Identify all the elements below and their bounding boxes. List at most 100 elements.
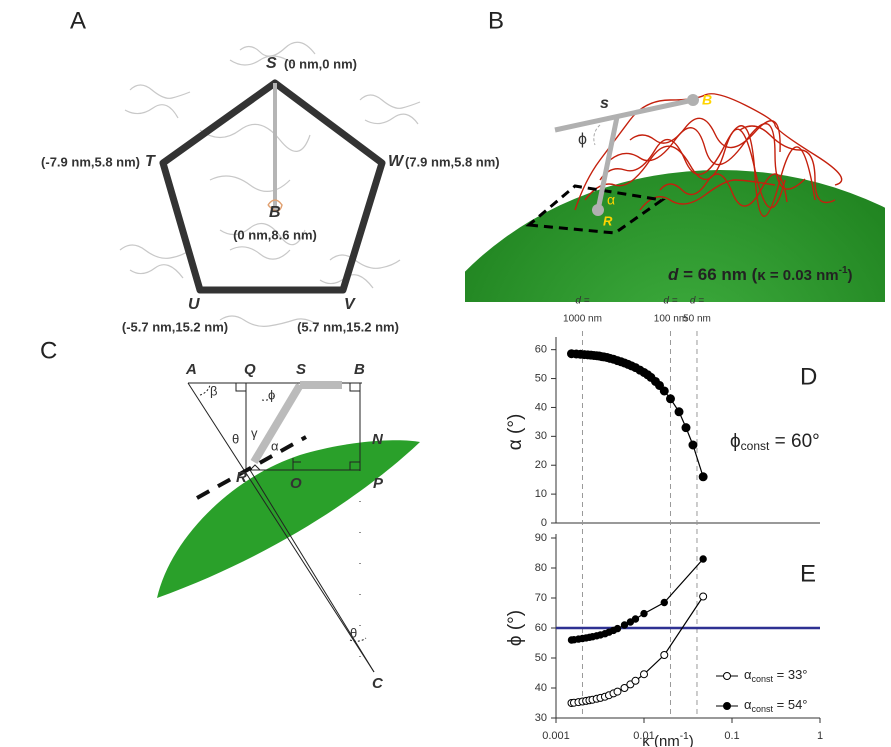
- data-point: [666, 395, 674, 403]
- angle-label: γ: [251, 425, 258, 440]
- caption-part: = 66 nm (: [678, 265, 757, 284]
- annotation-part: const: [741, 439, 770, 453]
- point-label: A: [185, 361, 197, 378]
- vertex-label: V: [344, 296, 356, 313]
- reference-label: 1000 nm: [563, 314, 602, 325]
- coordinate: (0 nm,8.6 nm): [233, 227, 317, 242]
- panel-letter: D: [800, 363, 817, 390]
- y-tick-label: 10: [535, 488, 547, 500]
- point-label: O: [290, 475, 302, 492]
- data-point: [675, 408, 683, 416]
- legend-label: αconst = 54°: [744, 697, 808, 714]
- y-tick-label: 80: [535, 562, 547, 574]
- joint: [687, 94, 699, 106]
- point-label: R: [236, 469, 247, 486]
- series-line: [571, 597, 703, 704]
- y-tick-label: 30: [535, 712, 547, 724]
- data-point: [641, 671, 648, 678]
- label: R: [603, 213, 613, 228]
- data-point: [700, 593, 707, 600]
- vertex-label: T: [145, 153, 156, 170]
- legend-label-part: = 33°: [773, 667, 807, 682]
- panel-c: [157, 383, 420, 672]
- x-axis-label-part: κ (nm: [642, 733, 680, 747]
- coordinate: (5.7 nm,15.2 nm): [297, 319, 399, 334]
- panel-letter: B: [488, 7, 504, 34]
- y-tick-label: 50: [535, 372, 547, 384]
- point-label: Q: [244, 361, 256, 378]
- data-point: [689, 441, 697, 449]
- y-tick-label: 40: [535, 401, 547, 413]
- coordinate: (0 nm,0 nm): [284, 56, 357, 71]
- caption-part: κ = 0.03 nm: [757, 267, 838, 284]
- panel-b: s B ϕ α R d = 66 nm (κ = 0.03 nm-1): [380, 92, 891, 747]
- data-point: [700, 556, 706, 562]
- vertex-label: B: [269, 204, 281, 221]
- point-label: C: [372, 675, 384, 692]
- surface: [157, 440, 420, 598]
- y-tick-label: 30: [535, 430, 547, 442]
- y-tick-label: 40: [535, 682, 547, 694]
- data-point: [632, 616, 638, 622]
- vertex-label: U: [188, 296, 200, 313]
- data-point: [621, 622, 627, 628]
- vertex-label: S: [266, 55, 277, 72]
- x-tick-label: 0.1: [724, 730, 739, 742]
- point-label: B: [354, 361, 365, 378]
- data-point: [614, 625, 620, 631]
- data-point: [632, 677, 639, 684]
- arm: [555, 100, 693, 130]
- y-tick-label: 70: [535, 592, 547, 604]
- sphere: [380, 170, 891, 747]
- x-axis-label-part: ): [689, 733, 694, 747]
- angle-label: β: [210, 383, 217, 398]
- annotation: ϕconst = 60°: [730, 431, 820, 453]
- label: s: [600, 95, 609, 112]
- data-point: [661, 652, 668, 659]
- y-tick-label: 60: [535, 344, 547, 356]
- reference-label: d =: [575, 296, 589, 307]
- panel-letter: A: [70, 7, 86, 34]
- y-tick-label: 90: [535, 532, 547, 544]
- x-axis-label: κ (nm-1): [642, 731, 693, 747]
- label: ϕ: [578, 131, 587, 148]
- coordinate: (7.9 nm,5.8 nm): [405, 154, 500, 169]
- point-label: P: [373, 475, 384, 492]
- legend-label: αconst = 33°: [744, 667, 808, 684]
- label: α: [607, 192, 615, 208]
- data-point: [661, 599, 667, 605]
- annotation-part: ϕ: [730, 431, 741, 452]
- vertex-label: W: [388, 153, 405, 170]
- y-tick-label: 50: [535, 652, 547, 664]
- legend-label-part: const: [752, 674, 774, 684]
- data-point: [682, 424, 690, 432]
- y-tick-label: 0: [541, 517, 547, 529]
- figure: A B C S (0 nm,0 nm) T (-7.9 nm,5.8 nm) W…: [0, 0, 891, 747]
- point-label: S: [296, 361, 306, 378]
- coordinate: (-7.9 nm,5.8 nm): [41, 154, 140, 169]
- legend-marker: [724, 673, 731, 680]
- caption: d = 66 nm (κ = 0.03 nm-1): [668, 265, 853, 285]
- panel-letter: E: [800, 560, 816, 587]
- angle-label: ϕ: [268, 387, 275, 402]
- annotation-part: = 60°: [769, 431, 819, 452]
- x-tick-label: 0.001: [542, 730, 570, 742]
- point-label: N: [372, 431, 384, 448]
- angle-label: α: [271, 438, 279, 453]
- legend-marker: [724, 703, 731, 710]
- reference-label: d =: [690, 296, 704, 307]
- legend-label-part: const: [752, 704, 774, 714]
- data-point: [660, 387, 668, 395]
- panel-a: S (0 nm,0 nm) T (-7.9 nm,5.8 nm) W (7.9 …: [41, 42, 500, 334]
- label: B: [702, 92, 712, 108]
- reference-label: d =: [663, 296, 677, 307]
- x-tick-label: 1: [817, 730, 823, 742]
- y-axis-label: α (°): [505, 414, 526, 451]
- angle-arc: [594, 125, 600, 145]
- coordinate: (-5.7 nm,15.2 nm): [122, 319, 228, 334]
- data-point: [614, 688, 621, 695]
- caption-part: d: [668, 265, 679, 284]
- data-point: [699, 473, 707, 481]
- angle-label: θ: [232, 431, 239, 446]
- y-axis-label: ϕ (°): [505, 610, 526, 646]
